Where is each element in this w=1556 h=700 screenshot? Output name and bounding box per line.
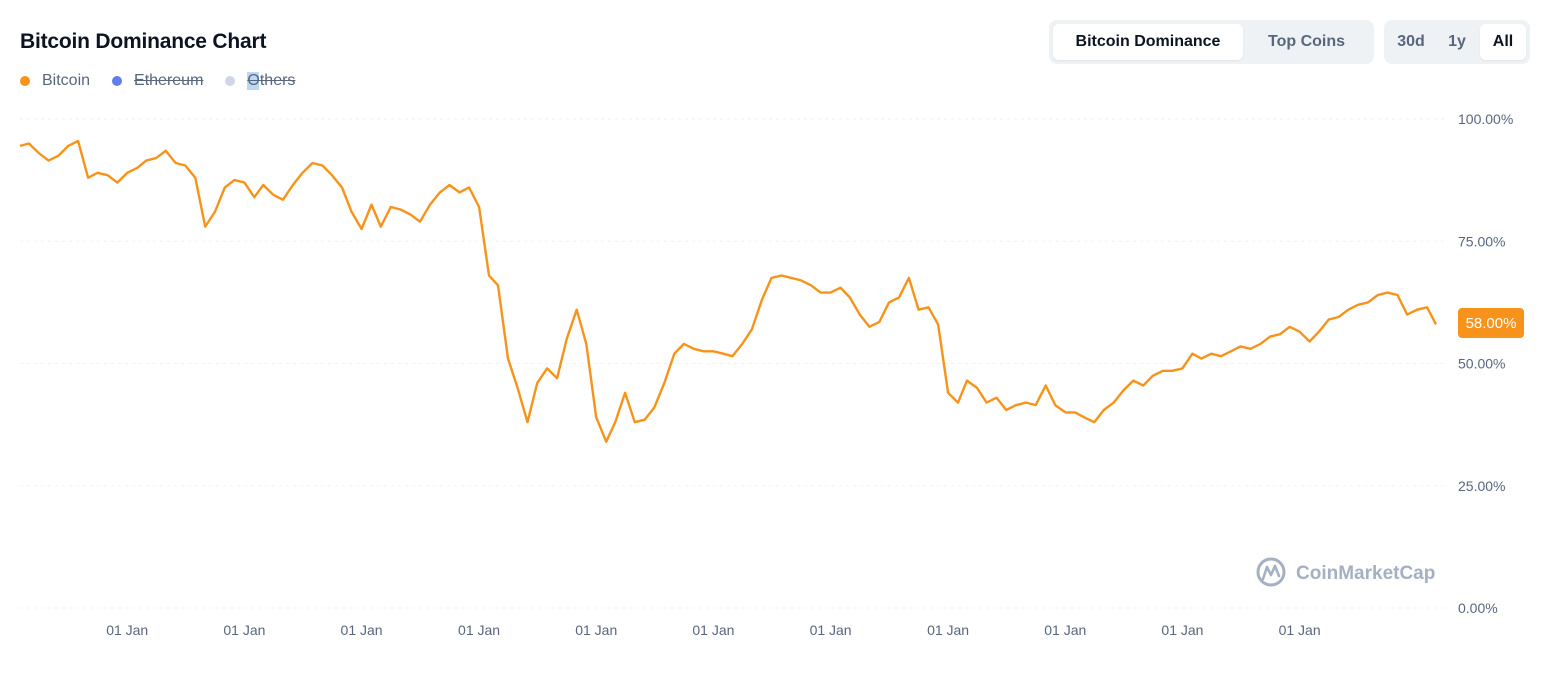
range-toggle: 30d 1y All [1384,20,1530,64]
x-tick-label: 01 Jan [106,622,148,638]
range-all-button[interactable]: All [1480,24,1526,60]
x-tick-label: 01 Jan [1044,622,1086,638]
x-tick-label: 01 Jan [223,622,265,638]
tab-bitcoin-dominance[interactable]: Bitcoin Dominance [1053,24,1243,60]
coinmarketcap-watermark: CoinMarketCap [1256,557,1435,587]
x-tick-label: 01 Jan [458,622,500,638]
y-axis: 0.00% 25.00% 50.00% 75.00% 100.00% [1458,111,1513,616]
series-layer [19,139,1438,443]
series-line-bitcoin [19,139,1438,443]
x-tick-label: 01 Jan [692,622,734,638]
legend-label-others: Others [247,72,296,90]
legend-dot-others [225,76,236,86]
x-tick-label: 01 Jan [1161,622,1203,638]
y-tick-label: 75.00% [1458,233,1505,249]
legend-label-ethereum: Ethereum [134,72,204,89]
page-title: Bitcoin Dominance Chart [20,30,267,53]
x-tick-label: 01 Jan [575,622,617,638]
coinmarketcap-logo-icon [1256,557,1286,587]
legend-item-others[interactable]: Others [225,72,296,90]
legend-item-ethereum[interactable]: Ethereum [112,72,203,90]
view-toggle: Bitcoin Dominance Top Coins [1049,20,1374,64]
y-tick-label: 100.00% [1458,111,1513,127]
x-tick-label: 01 Jan [810,622,852,638]
legend-label-bitcoin: Bitcoin [42,72,91,89]
chart-legend: Bitcoin Ethereum Others [20,72,317,90]
y-tick-label: 25.00% [1458,478,1505,494]
x-tick-label: 01 Jan [1279,622,1321,638]
legend-item-bitcoin[interactable]: Bitcoin [20,72,90,90]
range-30d-button[interactable]: 30d [1397,33,1425,50]
x-tick-label: 01 Jan [927,622,969,638]
legend-dot-bitcoin [20,76,30,86]
legend-dot-ethereum [112,76,123,86]
watermark-text: CoinMarketCap [1296,563,1435,584]
y-tick-label: 50.00% [1458,356,1505,372]
range-1y-button[interactable]: 1y [1448,33,1466,50]
chart-grid [20,118,1446,609]
x-tick-label: 01 Jan [341,622,383,638]
y-tick-label: 0.00% [1458,600,1498,616]
current-value-badge: 58.00% [1458,308,1524,338]
tab-top-coins[interactable]: Top Coins [1267,33,1346,50]
x-axis: 01 Jan 01 Jan 01 Jan 01 Jan 01 Jan 01 Jan 01 J… [106,622,1320,638]
